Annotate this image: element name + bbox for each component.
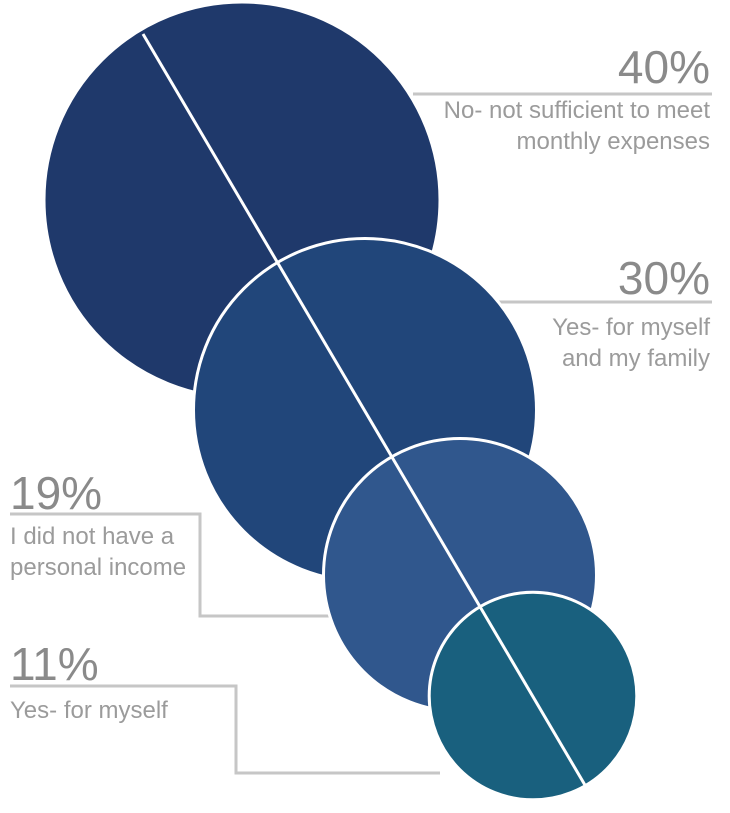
percent-label-19: 19% <box>10 467 103 519</box>
percent-label-30: 30% <box>617 252 710 304</box>
percent-label-40: 40% <box>617 41 710 93</box>
bubble-divider-line <box>141 33 594 798</box>
leader-line-19 <box>10 512 340 618</box>
leader-lines <box>10 92 712 775</box>
percent-label-11: 11% <box>10 638 99 690</box>
category-label-not-sufficient: No- not sufficient to meet monthly expen… <box>443 97 710 155</box>
category-label-myself-and-family: Yes- for myself and my family <box>552 314 710 372</box>
leader-line-11 <box>10 684 440 775</box>
category-label-no-personal-income: I did not have a personal income <box>10 523 187 581</box>
category-label-myself: Yes- for myself <box>10 697 168 724</box>
